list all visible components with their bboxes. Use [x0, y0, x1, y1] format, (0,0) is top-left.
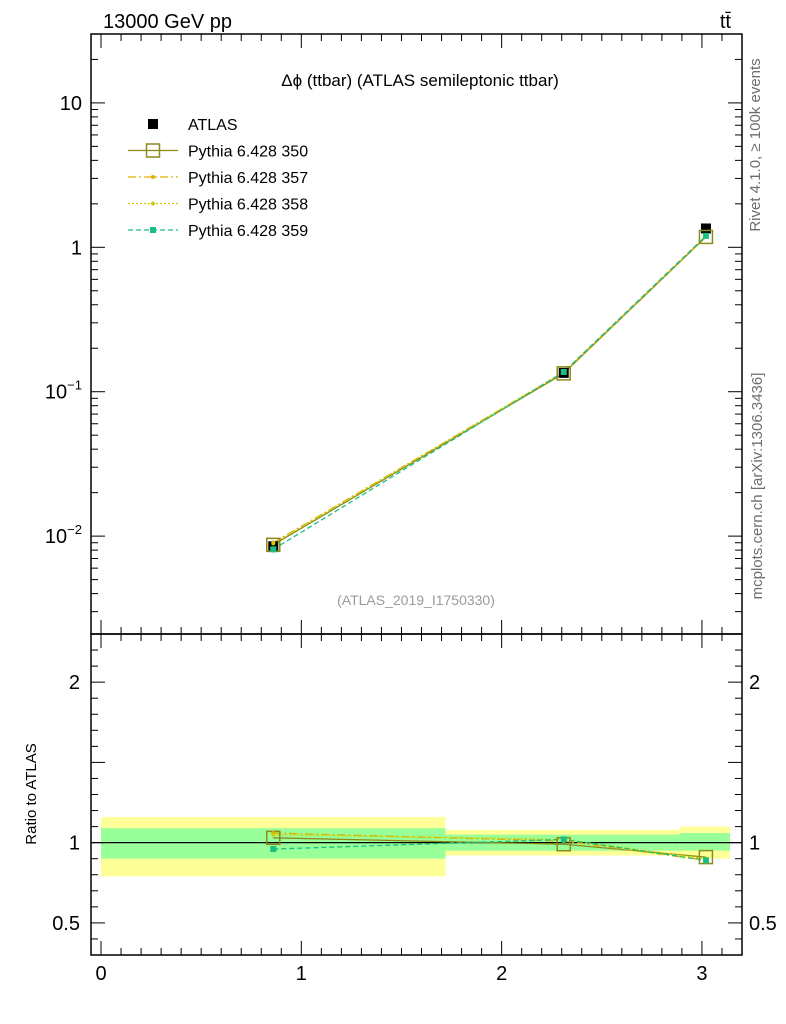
legend-label-p359: Pythia 6.428 359	[188, 223, 308, 240]
axes: 10 1 10−1 10−2 0 1 2 3 0.5 0.5 1 1 2 2	[45, 33, 777, 985]
rivet-version-label: Rivet 4.1.0, ≥ 100k events	[747, 58, 764, 231]
legend-marker-p350	[145, 143, 161, 158]
ratio-point-p350-2	[698, 849, 714, 865]
main-line-p357	[272, 235, 707, 544]
ratio-x-tick-label: 0	[95, 963, 106, 985]
legend-marker-p357	[151, 175, 155, 179]
series-lines	[272, 235, 707, 861]
mcplots-label: mcplots.cern.ch [arXiv:1306.3436]	[749, 373, 766, 600]
ratio-y-tick-label-right: 2	[749, 672, 760, 694]
analysis-reference: (ATLAS_2019_I1750330)	[337, 592, 495, 608]
ratio-y-tick-label-left: 2	[69, 672, 80, 694]
main-point-p350-2	[698, 229, 714, 245]
header-left: 13000 GeV pp	[103, 11, 232, 33]
ratio-point-p359-2	[702, 857, 709, 864]
main-point-p358-0	[271, 541, 276, 546]
ratio-y-tick-label-right: 1	[749, 833, 760, 855]
main-y-tick-label: 10−1	[45, 378, 82, 404]
ratio-x-tick-label: 2	[496, 963, 507, 985]
legend-marker-p359	[150, 227, 156, 233]
header-right: tt̄	[720, 11, 732, 33]
legend-marker-p358	[151, 201, 155, 206]
ratio-bands	[91, 816, 742, 877]
ratio-x-tick-label: 1	[296, 963, 307, 985]
main-point-p359-0	[270, 546, 277, 553]
main-point-data-2	[700, 223, 711, 234]
ratio-point-p359-1	[560, 836, 567, 843]
ratio-y-tick-label-right: 0.5	[749, 913, 777, 935]
legend-label-p350: Pythia 6.428 350	[188, 144, 308, 161]
legend-label-p358: Pythia 6.428 358	[188, 197, 308, 214]
main-line-p350	[272, 236, 707, 546]
legend-label-p357: Pythia 6.428 357	[188, 170, 308, 187]
main-point-p350-1	[556, 366, 571, 381]
main-line-p358	[272, 235, 707, 544]
ratio-plot-frame	[90, 633, 743, 956]
ratio-axis-label: Ratio to ATLAS	[23, 743, 40, 844]
ratio-point-p358-0	[271, 832, 276, 837]
main-y-tick-label: 1	[71, 237, 82, 259]
legend: ATLAS Pythia 6.428 350 Pythia 6.428 357 Pyt…	[128, 117, 308, 240]
main-point-data-0	[268, 541, 279, 552]
ratio-y-tick-label-left: 0.5	[52, 913, 80, 935]
ratio-band-stat-2	[679, 833, 730, 851]
ratio-x-tick-label: 3	[696, 963, 707, 985]
main-point-p359-2	[702, 232, 709, 239]
data-marks	[266, 223, 714, 865]
ratio-y-tick-label-left: 1	[69, 833, 80, 855]
ratio-point-p359-0	[270, 846, 277, 853]
main-y-tick-label: 10	[60, 93, 82, 115]
main-line-p359	[272, 235, 707, 550]
ratio-line-p358	[273, 833, 707, 860]
legend-label-data: ATLAS	[188, 117, 238, 134]
legend-marker-data	[148, 119, 158, 129]
plot-title: Δϕ (ttbar) (ATLAS semileptonic ttbar)	[281, 71, 559, 90]
main-y-tick-label: 10−2	[45, 522, 82, 548]
main-point-p359-1	[560, 368, 567, 375]
